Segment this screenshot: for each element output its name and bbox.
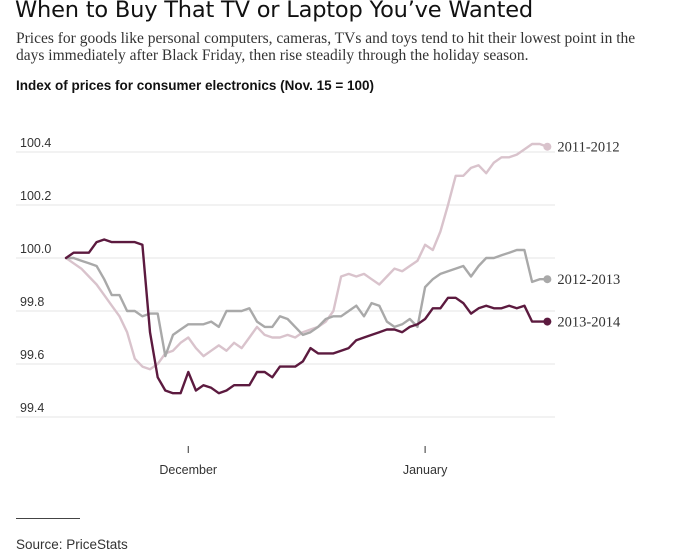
y-tick-label: 100.2: [20, 189, 51, 203]
x-tick-label: January: [403, 463, 448, 477]
series-line-2013-2014: [64, 238, 549, 395]
x-tick-label: December: [159, 463, 217, 477]
series-label-2013-2014: 2013-2014: [557, 315, 621, 331]
chart-title: Index of prices for consumer electronics…: [16, 78, 375, 93]
series-label-2011-2012: 2011-2012: [557, 140, 619, 156]
source-note: Source: PriceStats: [16, 537, 128, 552]
headline: When to Buy That TV or Laptop You’ve Wan…: [15, 0, 533, 23]
subheadline: Prices for goods like personal computers…: [16, 30, 636, 64]
price-index-chart: 100.4 100.2 100.0 99.8 99.6 99.4 December Janua…: [16, 136, 621, 477]
y-tick-label: 99.6: [20, 348, 44, 362]
series-end-marker-2012-2013: [543, 275, 552, 284]
series-label-2012-2013: 2012-2013: [557, 272, 620, 288]
source-divider: [16, 518, 80, 519]
y-tick-label: 99.8: [20, 295, 44, 309]
series-line-2012-2013: [64, 248, 549, 358]
series-end-marker-2011-2012: [543, 142, 552, 151]
y-tick-label: 99.4: [20, 401, 44, 415]
series-end-marker-2013-2014: [543, 317, 552, 326]
y-tick-label: 100.4: [20, 136, 51, 150]
series-line-2011-2012: [64, 142, 549, 371]
y-tick-label: 100.0: [20, 242, 51, 256]
